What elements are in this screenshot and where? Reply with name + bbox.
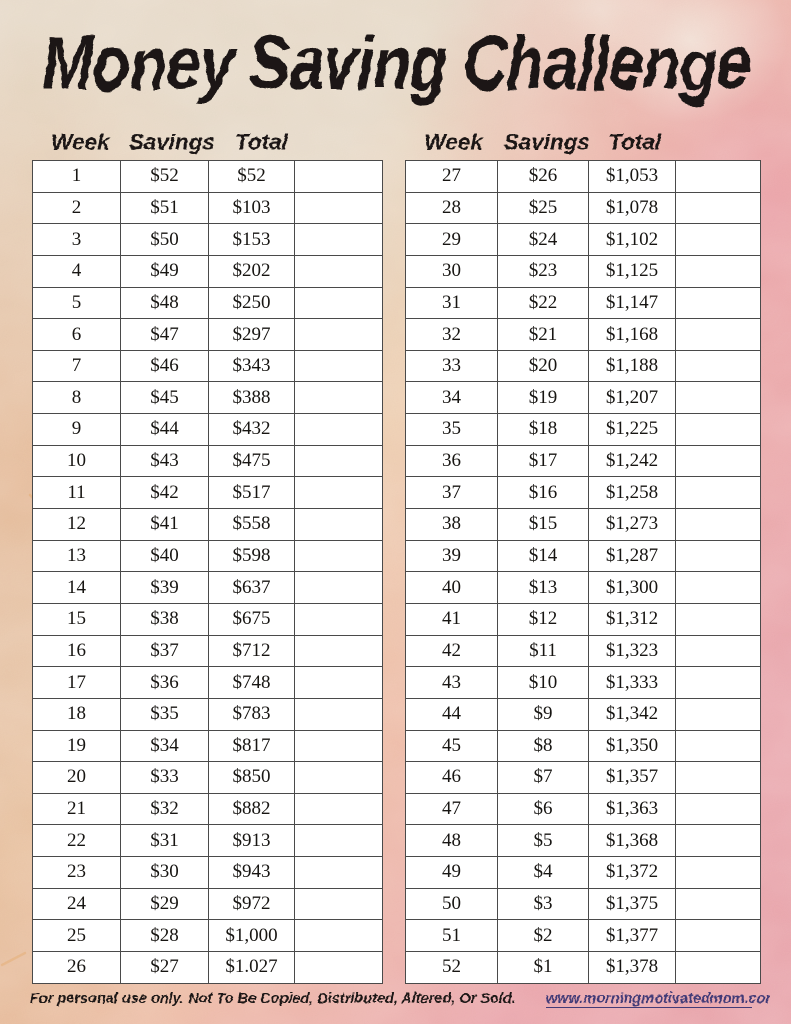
svg-text:Total: Total [608, 130, 662, 155]
svg-text:Money Saving Challenge: Money Saving Challenge [42, 20, 750, 105]
svg-text:Savings: Savings [129, 130, 215, 155]
svg-text:Week: Week [425, 130, 485, 155]
svg-text:Savings: Savings [504, 130, 590, 155]
svg-text:Week: Week [51, 130, 111, 155]
svg-text:www.morningmotivatedmom.com: www.morningmotivatedmom.com [546, 991, 770, 1007]
svg-text:For personal use only. Not To: For personal use only. Not To Be Copied,… [30, 991, 516, 1007]
svg-text:Total: Total [235, 130, 289, 155]
